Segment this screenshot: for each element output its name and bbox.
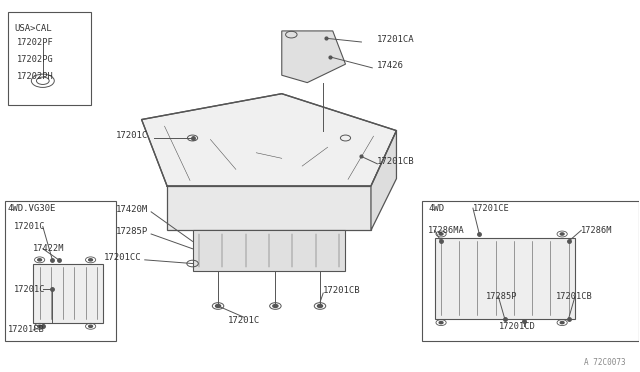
Text: A 72C0073: A 72C0073 (584, 358, 626, 367)
Bar (8, 13, 91, 105)
Circle shape (89, 259, 93, 261)
Text: 17286M: 17286M (581, 226, 612, 235)
Text: 17202PG: 17202PG (17, 55, 54, 64)
Text: 17201CC: 17201CC (104, 253, 141, 262)
Text: 17201CB: 17201CB (556, 292, 593, 301)
Text: 17201C: 17201C (227, 315, 260, 325)
Polygon shape (193, 230, 346, 271)
Text: 17426: 17426 (378, 61, 404, 70)
Text: 17286MA: 17286MA (428, 226, 465, 235)
Polygon shape (371, 131, 396, 230)
Circle shape (439, 321, 443, 324)
Text: 17422M: 17422M (33, 244, 65, 253)
Text: USA>CAL: USA>CAL (14, 23, 52, 32)
Circle shape (317, 305, 323, 308)
Text: 17201CA: 17201CA (378, 35, 415, 44)
Circle shape (89, 325, 93, 327)
Bar (4, 201, 116, 341)
Text: 4WD.VG30E: 4WD.VG30E (8, 205, 56, 214)
Circle shape (38, 259, 42, 261)
Text: 17201CB: 17201CB (378, 157, 415, 166)
Polygon shape (282, 31, 346, 83)
Text: 17201C: 17201C (14, 222, 45, 231)
Circle shape (216, 305, 221, 308)
Text: 17201CE: 17201CE (473, 203, 509, 213)
Text: 17285P: 17285P (486, 292, 517, 301)
Text: 4WD: 4WD (428, 205, 444, 214)
Text: 17201CB: 17201CB (8, 326, 45, 334)
Text: 17285P: 17285P (116, 227, 148, 236)
Circle shape (273, 305, 278, 308)
Text: 17202PH: 17202PH (17, 71, 54, 81)
Bar (33, 263, 103, 323)
Text: 17201C: 17201C (116, 131, 148, 140)
Circle shape (439, 233, 443, 235)
Text: 17420M: 17420M (116, 205, 148, 214)
Text: 17201C: 17201C (14, 285, 45, 294)
Circle shape (38, 325, 42, 327)
Text: 17201CB: 17201CB (323, 286, 361, 295)
Bar (435, 238, 575, 319)
Polygon shape (141, 94, 396, 186)
Text: 17202PF: 17202PF (17, 38, 54, 47)
Circle shape (560, 321, 564, 324)
Bar (422, 201, 639, 341)
Polygon shape (167, 186, 371, 230)
Text: 17201CD: 17201CD (499, 322, 535, 331)
Circle shape (560, 233, 564, 235)
